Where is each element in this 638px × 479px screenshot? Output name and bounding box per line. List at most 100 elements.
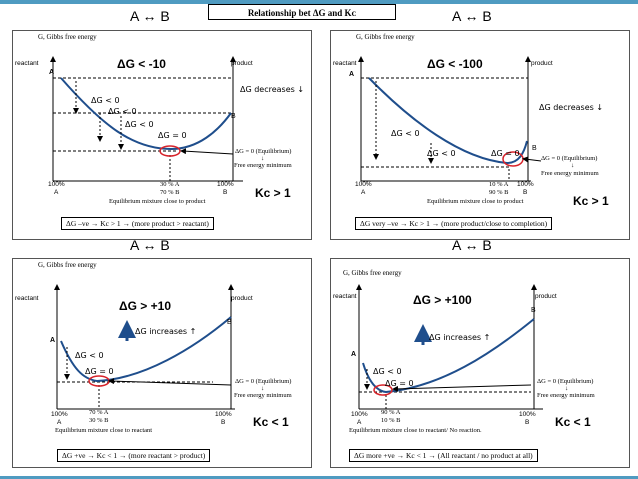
free-energy-curve: [368, 77, 528, 165]
equilibrium-note: ΔG = 0 (Equilibrium): [541, 155, 598, 162]
step-label-equilibrium: ΔG = 0: [385, 379, 414, 388]
x-mid-sub: 70 % B: [160, 189, 180, 196]
equilibrium-note-arrow: ↓: [565, 385, 569, 392]
mixture-note: Equilibrium mixture close to reactant/ N…: [349, 427, 482, 434]
x-mid-label: 70 % A: [89, 409, 109, 416]
energy-diagram: [54, 284, 235, 410]
x-right-label: 100%: [519, 411, 536, 418]
point-a-label: A: [349, 71, 355, 78]
panel-dg-minus-10: G, Gibbs free energy reactant product A …: [12, 30, 312, 240]
step-label: ΔG < 0: [125, 120, 154, 129]
equilibrium-pointer: [180, 148, 234, 155]
step-label: ΔG < 0: [391, 129, 420, 138]
point-a-label: A: [49, 69, 55, 76]
y-axis-label: G, Gibbs free energy: [343, 269, 402, 277]
x-left-sub: A: [57, 419, 62, 426]
energy-diagram: [50, 56, 243, 182]
panel-caption: ΔG –ve → Kc > 1 → (more product > reacta…: [61, 217, 214, 230]
panel-dg-minus-100: G, Gibbs free energy reactant product A …: [330, 30, 630, 240]
free-energy-minimum-note: Free energy minimum: [234, 162, 292, 169]
equilibrium-circle: [159, 145, 181, 157]
reaction-label-bottom-left: A ↔ B: [130, 237, 170, 253]
x-mid-label: 10 % A: [489, 181, 509, 188]
product-label: product: [231, 60, 253, 67]
equilibrium-note-arrow: ↓: [261, 385, 265, 392]
energy-diagram: [358, 56, 542, 182]
equilibrium-note-arrow: ↓: [261, 155, 265, 162]
free-energy-minimum-note: Free energy minimum: [541, 170, 599, 177]
delta-g-title: ΔG > +100: [413, 293, 472, 307]
panel-caption: ΔG more +ve → Kc < 1 → (All reactant / n…: [349, 449, 538, 462]
reactant-label: reactant: [15, 295, 39, 302]
slide-title: Relationship bet ΔG and Kᴄ: [208, 4, 396, 20]
equilibrium-pointer: [108, 378, 232, 386]
product-label: product: [231, 295, 253, 302]
x-right-sub: B: [221, 419, 226, 426]
equilibrium-pointer: [522, 156, 542, 163]
y-axis-label: G, Gibbs free energy: [356, 33, 415, 41]
kc-label: Kc < 1: [253, 415, 289, 429]
step-label-equilibrium: ΔG = 0: [85, 367, 114, 376]
step-label: ΔG < 0: [373, 367, 402, 376]
point-b-label: B: [231, 113, 236, 120]
x-right-sub: B: [525, 419, 530, 426]
point-b-label: B: [532, 145, 537, 152]
step-label: ΔG < 0: [427, 149, 456, 158]
x-mid-label: 90 % A: [381, 409, 401, 416]
panel-dg-plus-100: G, Gibbs free energy reactant product A …: [330, 258, 630, 468]
equilibrium-note: ΔG = 0 (Equilibrium): [235, 378, 292, 385]
product-label: product: [531, 60, 553, 67]
mixture-note: Equilibrium mixture close to product: [109, 198, 206, 205]
step-label-equilibrium: ΔG = 0: [158, 131, 187, 140]
mixture-note: Equilibrium mixture close to reactant: [55, 427, 153, 434]
equilibrium-pointer: [392, 384, 532, 392]
trend-label: ΔG decreases ↓: [539, 103, 604, 112]
point-a-label: A: [351, 351, 357, 358]
x-right-label: 100%: [517, 181, 534, 188]
point-b-label: B: [531, 307, 536, 314]
x-left-label: 100%: [51, 411, 68, 418]
energy-diagram: [356, 284, 543, 410]
x-right-sub: B: [223, 189, 228, 196]
kc-label: Kc > 1: [573, 194, 609, 208]
x-right-sub: B: [523, 189, 528, 196]
equilibrium-circle: [373, 384, 393, 396]
free-energy-minimum-note: Free energy minimum: [234, 392, 292, 399]
x-right-label: 100%: [215, 411, 232, 418]
equilibrium-note-arrow: ↓: [571, 162, 575, 169]
equilibrium-note: ΔG = 0 (Equilibrium): [235, 148, 292, 155]
point-a-label: A: [50, 337, 56, 344]
reaction-label-bottom-right: A ↔ B: [452, 237, 492, 253]
step-label: ΔG < 0: [75, 351, 104, 360]
point-b-label: B: [227, 319, 232, 326]
delta-g-title: ΔG < -100: [427, 57, 483, 71]
reaction-label-top-left: A ↔ B: [130, 8, 170, 24]
y-axis-label: G, Gibbs free energy: [38, 33, 97, 41]
free-energy-minimum-note: Free energy minimum: [537, 392, 595, 399]
x-mid-sub: 30 % B: [89, 417, 109, 424]
equilibrium-note: ΔG = 0 (Equilibrium): [537, 378, 594, 385]
kc-label: Kc > 1: [255, 186, 291, 200]
free-energy-curve: [60, 77, 232, 151]
step-label: ΔG < 0: [108, 107, 137, 116]
x-left-sub: A: [361, 189, 366, 196]
x-left-label: 100%: [48, 181, 65, 188]
x-right-label: 100%: [217, 181, 234, 188]
reactant-label: reactant: [333, 293, 357, 300]
product-label: product: [535, 293, 557, 300]
top-accent-band: [0, 0, 638, 4]
x-mid-sub: 90 % B: [489, 189, 509, 196]
x-left-label: 100%: [355, 181, 372, 188]
x-left-sub: A: [54, 189, 59, 196]
trend-label: ΔG decreases ↓: [240, 85, 305, 94]
reactant-label: reactant: [15, 60, 39, 67]
delta-g-title: ΔG < -10: [117, 57, 166, 71]
x-mid-sub: 10 % B: [381, 417, 401, 424]
y-axis-label: G, Gibbs free energy: [38, 261, 97, 269]
panel-caption: ΔG +ve → Kc < 1 → (more reactant > produ…: [57, 449, 211, 462]
reactant-label: reactant: [333, 60, 357, 67]
trend-label: ΔG increases ↑: [429, 333, 491, 342]
step-label-equilibrium: ΔG = 0: [491, 149, 520, 158]
kc-label: Kc < 1: [555, 415, 591, 429]
x-mid-label: 30 % A: [160, 181, 180, 188]
